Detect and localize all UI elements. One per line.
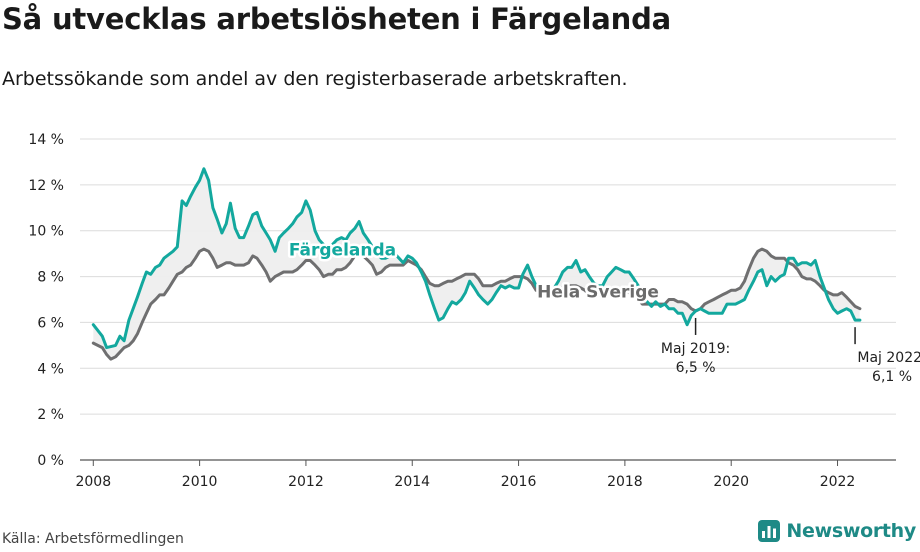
annotation-text: 6,5 % (676, 360, 716, 376)
series-label-fargelanda: Färgelanda (289, 241, 396, 261)
brand-name: Newsworthy (786, 520, 916, 542)
newsworthy-chart-icon (758, 520, 781, 542)
source-credit: Källa: Arbetsförmedlingen (2, 531, 184, 547)
x-tick-label: 2018 (607, 474, 643, 490)
x-tick-label: 2020 (713, 474, 749, 490)
x-tick-label: 2012 (288, 474, 324, 490)
annotation-text: 6,1 % (872, 369, 912, 385)
annotation-text: Maj 2022: (857, 350, 920, 366)
y-tick-label: 12 % (28, 178, 64, 194)
annotation-text: Maj 2019: (661, 341, 730, 357)
page-title: Så utvecklas arbetslösheten i Färgelanda (2, 2, 672, 36)
difference-area (93, 169, 860, 360)
y-tick-label: 4 % (37, 361, 64, 377)
y-tick-label: 0 % (37, 453, 64, 469)
x-tick-label: 2010 (182, 474, 218, 490)
page-subtitle: Arbetssökande som andel av den registerb… (2, 68, 628, 90)
brand-logo: Newsworthy (758, 520, 916, 542)
y-tick-label: 2 % (37, 407, 64, 423)
x-tick-label: 2022 (820, 474, 856, 490)
x-tick-label: 2016 (501, 474, 537, 490)
y-tick-label: 10 % (28, 224, 64, 240)
y-tick-label: 8 % (37, 270, 64, 286)
series-line-fargelanda (91, 167, 862, 350)
series-label-hela-sverige: Hela Sverige (537, 282, 659, 302)
x-tick-label: 2008 (75, 474, 111, 490)
x-tick-label: 2014 (394, 474, 430, 490)
y-tick-label: 6 % (37, 315, 64, 331)
y-tick-label: 14 % (28, 132, 64, 148)
series-line-hela-sverige (91, 247, 862, 361)
